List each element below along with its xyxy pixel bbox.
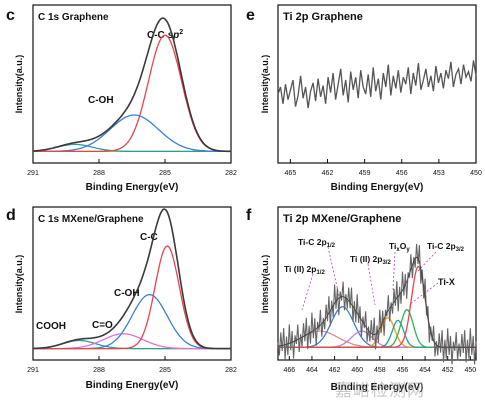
panel-c-component-2-cc [33, 34, 232, 153]
panel-e-xtick-label-2: 459 [359, 170, 371, 177]
panel-e-xtick-label-0: 465 [285, 170, 297, 177]
panel-d-envelope-line [33, 208, 231, 350]
panel-f-xtick-label-2: 462 [329, 367, 341, 374]
panel-f-xtick-label-8: 450 [464, 367, 476, 374]
panel-f-xtick-label-6: 454 [419, 367, 431, 374]
panel-f-envelope-line [277, 256, 477, 348]
panel-d-xtick-label-2: 285 [159, 367, 171, 374]
panel-d-component-3-cc [33, 245, 231, 350]
annotation-coh: C-OH [88, 95, 114, 106]
panel-c-component-1-coh [33, 114, 231, 153]
panel-f-xtick-label-7: 452 [442, 367, 454, 374]
panel-c-xtick-label-3: 282 [225, 170, 237, 177]
panel-d-xtick-label-1: 288 [93, 367, 105, 374]
panel-c-title: C 1s Graphene [38, 12, 109, 23]
panel-f-title: Ti 2p MXene/Graphene [283, 213, 401, 225]
panel-e-xtick-label-5: 450 [470, 170, 482, 177]
svg-text:c: c [6, 7, 15, 24]
annotation-co: C=O [92, 320, 113, 331]
svg-text:e: e [246, 7, 255, 24]
panel-c-xlabel: Binding Energy(eV) [86, 182, 179, 193]
panel-d-annotations: C-C C-OH C=O COOH [36, 232, 158, 332]
panel-d-xlabel: Binding Energy(eV) [86, 380, 179, 391]
chart-marks: 291 288 285 282 291 288 285 282 465 462 459 456 453 4… [27, 17, 482, 374]
panel-c-frame [32, 4, 232, 164]
panel-f-xtick-label-5: 456 [397, 367, 409, 374]
svg-text:f: f [246, 207, 252, 224]
panel-e-xtick-label-4: 453 [433, 170, 445, 177]
panel-d-title: C 1s MXene/Graphene [38, 214, 144, 225]
annotation-tiii-2p32: Ti (II) 2p3/2 [350, 254, 391, 266]
panel-d-xtick-label-0: 291 [27, 367, 39, 374]
panel-f-xtick-label-3: 460 [351, 367, 363, 374]
panel-f-xlabel: Binding Energy(eV) [331, 382, 424, 393]
panel-d-ylabel: Intensity(a.u.) [14, 255, 24, 314]
panel-c-xtick-label-2: 285 [159, 170, 171, 177]
panel-e-xlabel: Binding Energy(eV) [331, 182, 424, 193]
panel-f-frame [277, 206, 477, 361]
annotation-tix: Ti-X [438, 277, 455, 287]
annotation-coh: C-OH [114, 288, 140, 299]
annotation-tic-2p12: Ti-C 2p1/2 [298, 237, 336, 249]
annotation-tixoy: TixOy [389, 241, 410, 253]
panel-c-xtick-label-1: 288 [93, 170, 105, 177]
panel-c-ylabel: Intensity(a.u.) [14, 55, 24, 114]
panel-f-xtick-label-1: 464 [306, 367, 318, 374]
panel-e-title: Ti 2p Graphene [283, 11, 363, 23]
annotation-cooh: COOH [36, 321, 66, 332]
annotation-cc-sp2: C-C sp2 [147, 29, 183, 41]
panel-e-ylabel: Intensity(a.u.) [260, 55, 270, 114]
panel-e-frame [277, 4, 477, 164]
annotation-cc: C-C [140, 232, 158, 243]
panel-f-xtick-label-4: 458 [374, 367, 386, 374]
panel-c-annotations: C-C sp2 C-OH [88, 29, 183, 106]
panel-d-xtick-label-3: 282 [225, 367, 237, 374]
panel-f-spectrum-line [277, 243, 477, 365]
panel-d-frame [32, 206, 232, 361]
annotation-tic-2p32: Ti-C 2p3/2 [427, 241, 465, 253]
panel-e-xtick-label-1: 462 [322, 170, 334, 177]
panel-c-envelope-line [32, 17, 231, 153]
panel-f-annotations: Ti-C 2p1/2 Ti (II) 2p3/2 TixOy Ti-C 2p3/… [284, 237, 465, 287]
panel-e-spectrum-line [277, 60, 477, 109]
panel-e-xtick-label-3: 456 [396, 170, 408, 177]
panel-f-ylabel: Intensity(a.u.) [260, 255, 270, 314]
annotation-tiii-2p12: Ti (II) 2p1/2 [284, 264, 325, 276]
watermark-text: 嘉峪检测网 [335, 381, 425, 401]
svg-text:d: d [6, 207, 16, 224]
panel-c-xtick-label-0: 291 [27, 170, 39, 177]
panel-f-xtick-label-0: 466 [283, 367, 295, 374]
